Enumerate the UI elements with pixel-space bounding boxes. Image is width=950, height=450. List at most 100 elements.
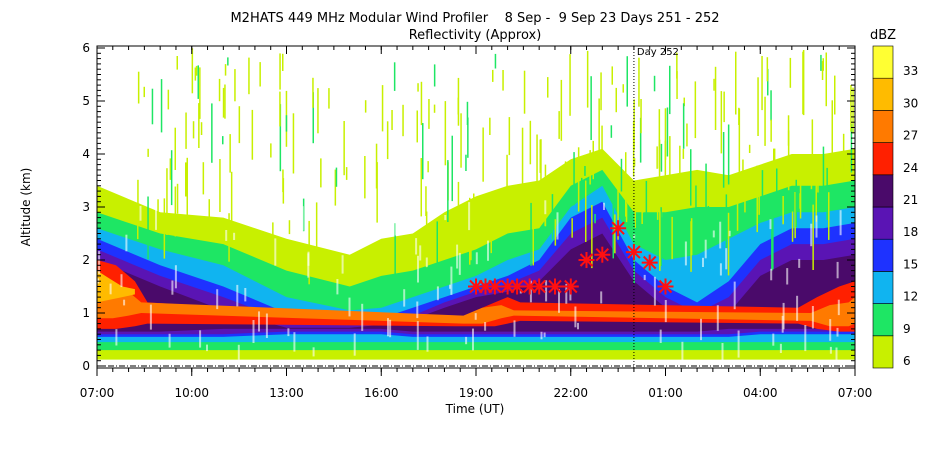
marker-point xyxy=(641,254,658,271)
x-tick-label: 22:00 xyxy=(553,386,588,400)
echo-streak xyxy=(767,68,769,96)
echo-streak xyxy=(639,117,642,163)
echo-streak xyxy=(826,167,828,221)
echo-streak xyxy=(716,223,719,241)
echo-gap xyxy=(574,306,577,328)
echo-streak xyxy=(725,194,728,248)
echo-streak xyxy=(540,139,542,193)
echo-gap xyxy=(123,299,126,306)
echo-streak xyxy=(279,91,281,127)
marker-stroke xyxy=(548,279,562,294)
x-tick-label: 04:00 xyxy=(743,386,778,400)
echo-streak xyxy=(191,48,194,94)
x-tick-label: 07:00 xyxy=(838,386,873,400)
echo-streak xyxy=(218,78,221,102)
y-tick-label: 2 xyxy=(82,253,90,267)
echo-gap xyxy=(125,234,128,252)
echo-streak xyxy=(343,121,345,176)
echo-streak xyxy=(224,84,226,119)
echo-streak xyxy=(526,195,528,230)
echo-gap xyxy=(653,276,656,306)
colorbar-tick-label: 24 xyxy=(903,161,918,175)
y-tick-label: 5 xyxy=(82,94,90,108)
colorbar-tick-label: 9 xyxy=(903,322,911,336)
echo-streak xyxy=(735,51,737,115)
echo-streak xyxy=(653,75,656,92)
echo-gap xyxy=(287,328,290,337)
echo-gap xyxy=(643,274,646,281)
echo-streak xyxy=(666,107,669,157)
echo-gap xyxy=(779,343,782,353)
echo-streak xyxy=(282,53,284,71)
echo-streak xyxy=(523,70,526,114)
marker-point xyxy=(509,278,526,295)
echo-gap xyxy=(436,286,439,301)
echo-streak xyxy=(422,123,424,180)
layer-30dbz xyxy=(97,270,135,303)
echo-gap xyxy=(513,320,516,337)
echo-gap xyxy=(603,202,605,210)
marker-point xyxy=(562,278,579,295)
echo-streak xyxy=(842,133,845,159)
echo-streak xyxy=(137,179,139,212)
echo-gap xyxy=(233,232,236,240)
echo-streak xyxy=(591,205,593,269)
echo-streak xyxy=(200,122,203,135)
echo-streak xyxy=(720,91,723,154)
echo-streak xyxy=(834,75,836,115)
colorbar-swatch xyxy=(872,335,894,369)
echo-gap xyxy=(403,289,406,307)
echo-streak xyxy=(192,121,195,139)
echo-gap xyxy=(719,263,722,276)
echo-gap xyxy=(171,280,174,295)
echo-streak xyxy=(791,211,794,242)
colorbar-tick-label: 30 xyxy=(903,96,918,110)
echo-gap xyxy=(544,200,547,215)
marker-stroke xyxy=(595,247,610,262)
echo-streak xyxy=(590,76,592,140)
echo-gap xyxy=(274,238,277,266)
echo-gap xyxy=(836,261,839,279)
echo-streak xyxy=(465,154,467,171)
marker-stroke xyxy=(564,279,578,294)
echo-streak xyxy=(773,148,775,167)
echo-streak xyxy=(364,156,366,199)
echo-streak xyxy=(625,152,627,217)
marker-point xyxy=(468,278,484,295)
marker-stroke xyxy=(522,279,537,294)
echo-streak xyxy=(547,77,549,98)
echo-gap xyxy=(475,252,478,265)
x-tick-label: 07:00 xyxy=(80,386,115,400)
echo-streak xyxy=(317,88,319,134)
echo-streak xyxy=(772,208,774,270)
echo-gap xyxy=(465,336,468,345)
echo-gap xyxy=(829,319,832,341)
echo-streak xyxy=(690,221,692,272)
echo-gap xyxy=(540,331,543,340)
echo-streak xyxy=(622,84,624,93)
echo-streak xyxy=(727,124,730,185)
echo-streak xyxy=(558,111,560,139)
echo-streak xyxy=(679,145,681,195)
echo-streak xyxy=(521,127,524,188)
colorbar-tick-label: 21 xyxy=(903,193,918,207)
echo-streak xyxy=(186,157,188,219)
echo-streak xyxy=(738,108,741,177)
echo-streak xyxy=(466,101,469,125)
echo-streak xyxy=(658,139,661,187)
echo-streak xyxy=(633,158,636,167)
echo-streak xyxy=(736,175,739,231)
marker-stroke xyxy=(627,245,641,259)
echo-gap xyxy=(343,202,345,212)
echo-streak xyxy=(492,69,494,82)
echo-gap xyxy=(798,258,801,268)
echo-streak xyxy=(610,125,613,138)
echo-streak xyxy=(451,135,453,202)
echo-streak xyxy=(137,213,139,240)
echo-streak xyxy=(615,87,617,113)
echo-streak xyxy=(166,168,168,235)
echo-streak xyxy=(208,199,210,224)
echo-gap xyxy=(348,297,351,317)
echo-streak xyxy=(776,168,778,218)
echo-streak xyxy=(664,108,667,160)
